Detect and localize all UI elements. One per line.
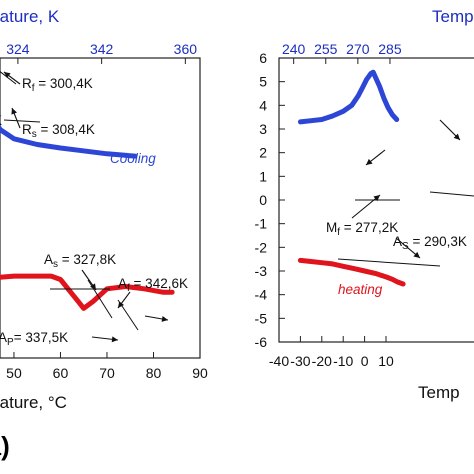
right-top-tick-labels: 240 255 270 285 <box>282 41 402 57</box>
af-left-arrow <box>117 291 131 309</box>
right-y-tick-0: 0 <box>259 192 267 208</box>
left-bottom-axis-title: rature, °C <box>0 393 67 412</box>
rs-label: Rs = 308,4K <box>22 122 95 140</box>
right-top-tick-270: 270 <box>346 41 370 57</box>
as-left-label: As = 327,8K <box>44 252 116 270</box>
cooling-direction-arrow-2-head <box>453 133 460 140</box>
right-bottom-tick--40: -40 <box>269 353 289 369</box>
right-annotations: Mf = 277,2KAS = 290,3K <box>326 119 474 267</box>
heating-rise-tangent <box>117 299 139 331</box>
mf-arrow-head <box>373 195 380 202</box>
right-bottom-tick--20: -20 <box>312 353 332 369</box>
rs-arrow-head <box>11 108 18 115</box>
heating-direction-arrow-head <box>161 316 168 322</box>
right-series-heating <box>297 257 406 287</box>
right-y-tick--2: -2 <box>255 239 268 255</box>
mf-label: Mf = 277,2K <box>326 220 398 238</box>
ap-left-arrow-head <box>111 336 118 343</box>
right-bottom-tick-0: 0 <box>361 353 369 369</box>
left-bottom-tick-labels: 50 60 70 80 90 <box>6 365 208 381</box>
right-bottom-tick--10: -10 <box>333 353 353 369</box>
right-bottom-axis-title: Temp <box>418 383 460 402</box>
rs-arrow <box>11 107 21 129</box>
cooling-direction-arrow-2 <box>439 119 461 141</box>
as-left-arrow-head <box>90 283 96 290</box>
as-right-arrow <box>395 237 421 259</box>
left-cooling-legend: Cooling <box>110 151 156 166</box>
rf-label: Rf = 300,4K <box>22 76 93 94</box>
left-top-tick-324: 324 <box>6 41 30 57</box>
right-top-tick-240: 240 <box>282 41 306 57</box>
right-series-cooling <box>297 69 400 125</box>
right-top-axis-title: Temp <box>432 7 474 26</box>
rf-arrow-head <box>4 72 11 78</box>
left-series-heating <box>0 273 175 311</box>
ap-left-arrow <box>91 336 119 343</box>
mf-arrow-shaft <box>351 194 381 219</box>
right-y-tick-1: 1 <box>259 168 267 184</box>
cut-annotation-9k: 9K <box>0 113 2 128</box>
cooling-tangent-1 <box>0 70 17 85</box>
cooling-tangent-2 <box>3 119 41 123</box>
left-bottom-tick-70: 70 <box>99 365 115 381</box>
as-right-label: AS = 290,3K <box>393 234 467 252</box>
right-bottom-tick--30: -30 <box>290 353 310 369</box>
left-chart-panel: rature, K 306324342360 Cooling Rf = 300,… <box>0 7 208 461</box>
panel-label: (a) <box>0 431 10 461</box>
mf-arrow <box>351 194 381 219</box>
right-top-tick-255: 255 <box>314 41 338 57</box>
left-top-axis-title: rature, K <box>0 7 60 26</box>
left-bottom-tick-50: 50 <box>6 365 22 381</box>
cooling-right-tangent <box>429 191 474 197</box>
right-y-tick-2: 2 <box>259 145 267 161</box>
right-y-tick--5: -5 <box>255 310 268 326</box>
af-left-label: Af = 342,6K <box>118 276 188 294</box>
right-y-tick-4: 4 <box>259 97 267 113</box>
ap-left-label: AP= 337,5K <box>0 330 68 348</box>
left-plot-frame <box>0 57 201 359</box>
left-top-tick-360: 360 <box>174 41 198 57</box>
left-bottom-tick-60: 60 <box>53 365 69 381</box>
as-right-arrow-head <box>413 251 420 258</box>
left-tick-marks <box>13 58 201 358</box>
right-bottom-tick-10: 10 <box>378 353 394 369</box>
right-y-tick--3: -3 <box>255 263 268 279</box>
right-y-tick--4: -4 <box>255 287 268 303</box>
right-top-tick-285: 285 <box>378 41 402 57</box>
heating-drop-tangent <box>87 279 113 319</box>
rf-arrow <box>3 71 21 85</box>
heating-direction-arrow <box>144 315 169 322</box>
right-y-tick-5: 5 <box>259 74 267 90</box>
right-series-group: heating <box>297 69 406 297</box>
right-tick-marks <box>278 57 391 343</box>
left-top-tick-labels: 306324342360 <box>6 41 198 57</box>
as-left-arrow <box>81 269 97 291</box>
right-y-tick--1: -1 <box>255 216 268 232</box>
right-bottom-tick-labels: -40 -30 -20 -10 0 10 <box>269 353 394 369</box>
right-y-tick--6: -6 <box>255 334 268 350</box>
right-heating-legend: heating <box>338 282 383 297</box>
heating-right-tangent <box>337 258 441 267</box>
left-series-group: Cooling <box>0 123 175 311</box>
cooling-direction-arrow <box>365 149 386 166</box>
right-y-tick-6: 6 <box>259 50 267 66</box>
right-y-tick-3: 3 <box>259 121 267 137</box>
left-top-tick-342: 342 <box>90 41 114 57</box>
left-series-cooling <box>0 123 138 159</box>
left-bottom-tick-90: 90 <box>192 365 208 381</box>
cooling-direction-arrow-head <box>366 158 373 165</box>
left-bottom-tick-80: 80 <box>146 365 162 381</box>
right-y-tick-labels: -6 -5 -4 -3 -2 -1 0 1 2 3 4 5 6 <box>255 50 268 350</box>
